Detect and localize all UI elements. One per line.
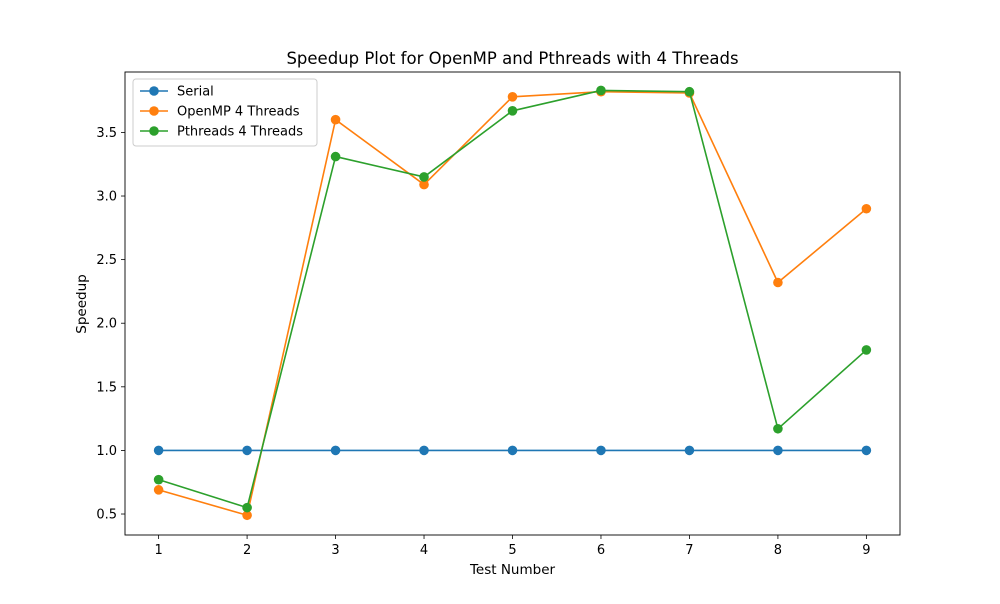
data-point-pthreads-4-threads — [242, 502, 252, 513]
plot-area: 1 2 3 4 5 6 7 8 9 0.5 1.0 1.5 2.0 2.5 3.0 3.5 — [96, 71, 901, 558]
data-point-openmp-4-threads — [330, 114, 341, 125]
data-point-serial — [507, 445, 518, 456]
plot-frame — [124, 71, 901, 536]
y-tick-label: 1.5 — [96, 380, 117, 395]
data-point-openmp-4-threads — [773, 277, 783, 288]
data-point-openmp-4-threads — [861, 203, 872, 214]
x-tick-label: 9 — [862, 543, 870, 558]
y-tick-label: 3.0 — [96, 190, 117, 205]
data-point-serial — [773, 445, 783, 456]
chart-title: Speedup Plot for OpenMP and Pthreads wit… — [286, 49, 738, 68]
data-point-serial — [242, 445, 252, 456]
x-tick-label: 3 — [331, 543, 339, 558]
x-tick-label: 8 — [774, 543, 782, 558]
data-point-pthreads-4-threads — [330, 151, 341, 162]
legend-marker-serial — [149, 86, 159, 96]
data-point-openmp-4-threads — [507, 92, 518, 102]
data-point-pthreads-4-threads — [419, 172, 429, 182]
legend-box — [132, 78, 318, 147]
y-tick-label: 1.0 — [96, 444, 117, 459]
legend-marker-openmp-4-threads — [149, 106, 159, 116]
data-point-serial — [153, 445, 164, 456]
data-point-pthreads-4-threads — [773, 423, 783, 434]
x-tick-label: 5 — [508, 543, 516, 558]
x-tick-label: 2 — [243, 543, 251, 558]
data-point-openmp-4-threads — [419, 179, 429, 190]
y-tick-label: 0.5 — [96, 508, 117, 523]
legend-label-openmp-4-threads: OpenMP 4 Threads — [177, 105, 300, 120]
data-point-pthreads-4-threads — [507, 105, 518, 116]
legend-marker-pthreads-4-threads — [149, 126, 159, 136]
data-point-pthreads-4-threads — [596, 85, 606, 96]
x-tick-label: 7 — [685, 543, 693, 558]
x-axis-label: Test Number — [469, 562, 556, 578]
legend-label-serial: Serial — [177, 85, 214, 100]
x-tick-label: 1 — [154, 543, 162, 558]
y-tick-label: 3.5 — [96, 126, 117, 141]
y-tick-label: 2.0 — [96, 317, 117, 332]
data-point-openmp-4-threads — [242, 510, 252, 521]
data-point-serial — [861, 445, 872, 456]
legend: Serial OpenMP 4 Threads Pthreads 4 Threads — [132, 78, 318, 147]
data-point-pthreads-4-threads — [153, 474, 164, 485]
x-tick-label: 6 — [597, 543, 605, 558]
data-point-openmp-4-threads — [153, 485, 164, 495]
data-point-serial — [330, 445, 341, 456]
series-line-pthreads-4-threads — [158, 89, 867, 509]
data-point-serial — [419, 445, 429, 456]
data-point-pthreads-4-threads — [861, 345, 872, 355]
data-point-serial — [596, 445, 606, 456]
data-point-serial — [684, 445, 695, 456]
y-axis-label: Speedup — [74, 274, 90, 333]
x-tick-label: 4 — [420, 543, 428, 558]
y-tick-label: 2.5 — [96, 253, 117, 268]
data-point-pthreads-4-threads — [684, 86, 695, 97]
legend-label-pthreads-4-threads: Pthreads 4 Threads — [177, 125, 303, 140]
